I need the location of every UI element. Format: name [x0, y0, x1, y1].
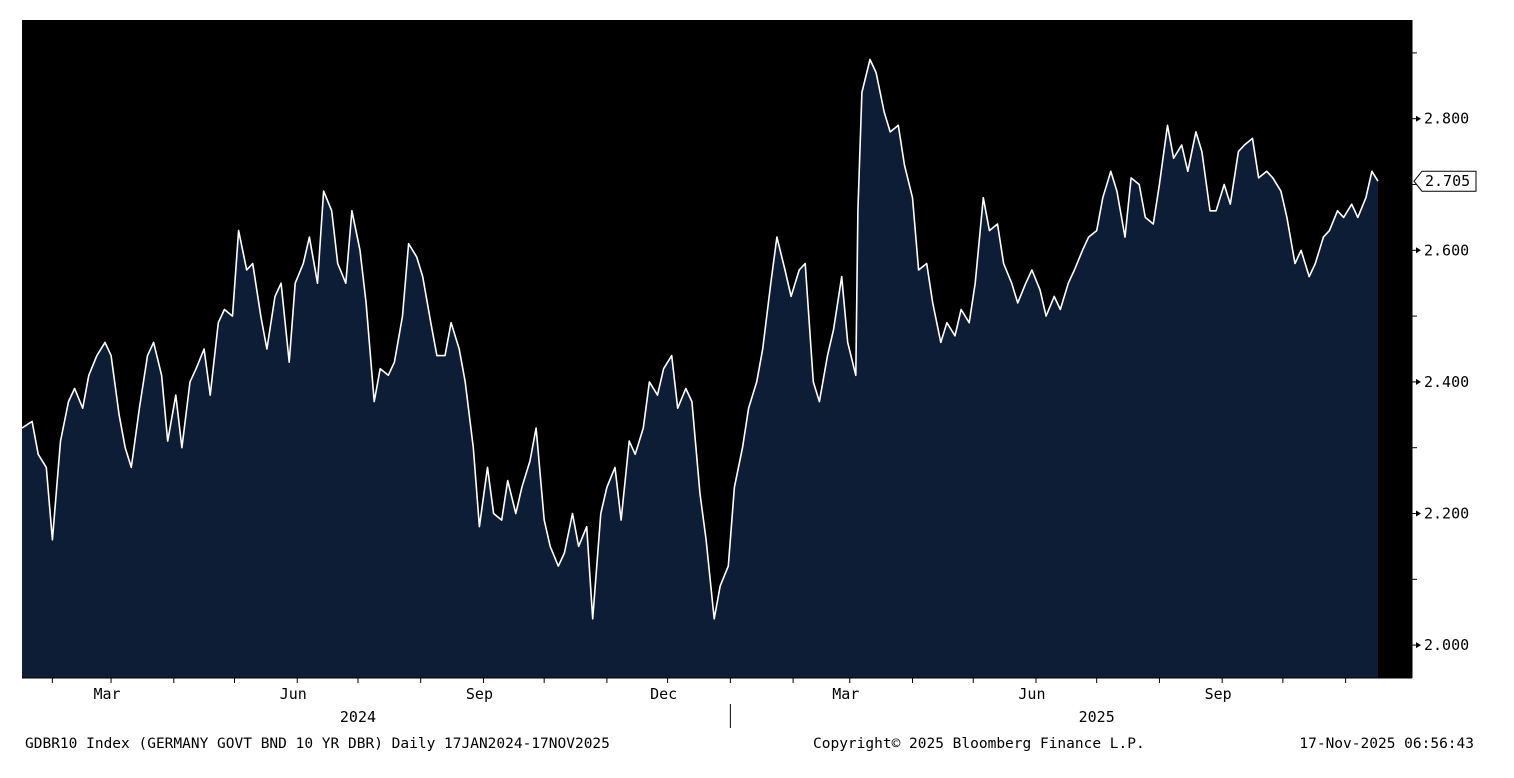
footer-timestamp: 17-Nov-2025 06:56:43	[1299, 736, 1474, 752]
y-tick-marker	[1416, 378, 1421, 385]
y-tick-marker	[1416, 247, 1421, 254]
x-year-label: 2024	[340, 708, 376, 726]
x-tick-label: Mar	[94, 685, 121, 703]
x-tick-label: Mar	[832, 685, 859, 703]
x-year-label: 2025	[1079, 708, 1115, 726]
y-tick-marker	[1416, 510, 1421, 517]
y-tick-label: 2.000	[1424, 636, 1469, 654]
area-series	[21, 58, 1379, 678]
x-tick-label: Jun	[1018, 685, 1045, 703]
x-axis: Mar Jun Sep Dec Mar Jun Sep 2024 2025	[22, 677, 1412, 728]
y-tick-label: 2.600	[1424, 241, 1469, 259]
last-value-marker: 2.705	[1413, 170, 1477, 192]
last-value-box	[1413, 170, 1477, 192]
y-axis: 2.000 2.200 2.400 2.600 2.800	[1411, 20, 1469, 678]
last-value-label: 2.705	[1425, 172, 1470, 190]
x-tick-label: Sep	[1205, 685, 1232, 703]
y-tick-label: 2.200	[1424, 505, 1469, 523]
x-tick-label: Jun	[280, 685, 307, 703]
series-line	[21, 58, 1379, 620]
footer-copyright: Copyright© 2025 Bloomberg Finance L.P.	[813, 736, 1145, 752]
y-tick-marker	[1416, 115, 1421, 122]
x-tick-label: Dec	[650, 685, 677, 703]
area-fill	[22, 59, 1378, 678]
y-tick-label: 2.800	[1424, 110, 1469, 128]
y-tick-label: 2.400	[1424, 373, 1469, 391]
y-tick-marker	[1416, 642, 1421, 649]
x-tick-label: Sep	[466, 685, 493, 703]
footer-index-description: GDBR10 Index (GERMANY GOVT BND 10 YR DBR…	[25, 736, 610, 752]
